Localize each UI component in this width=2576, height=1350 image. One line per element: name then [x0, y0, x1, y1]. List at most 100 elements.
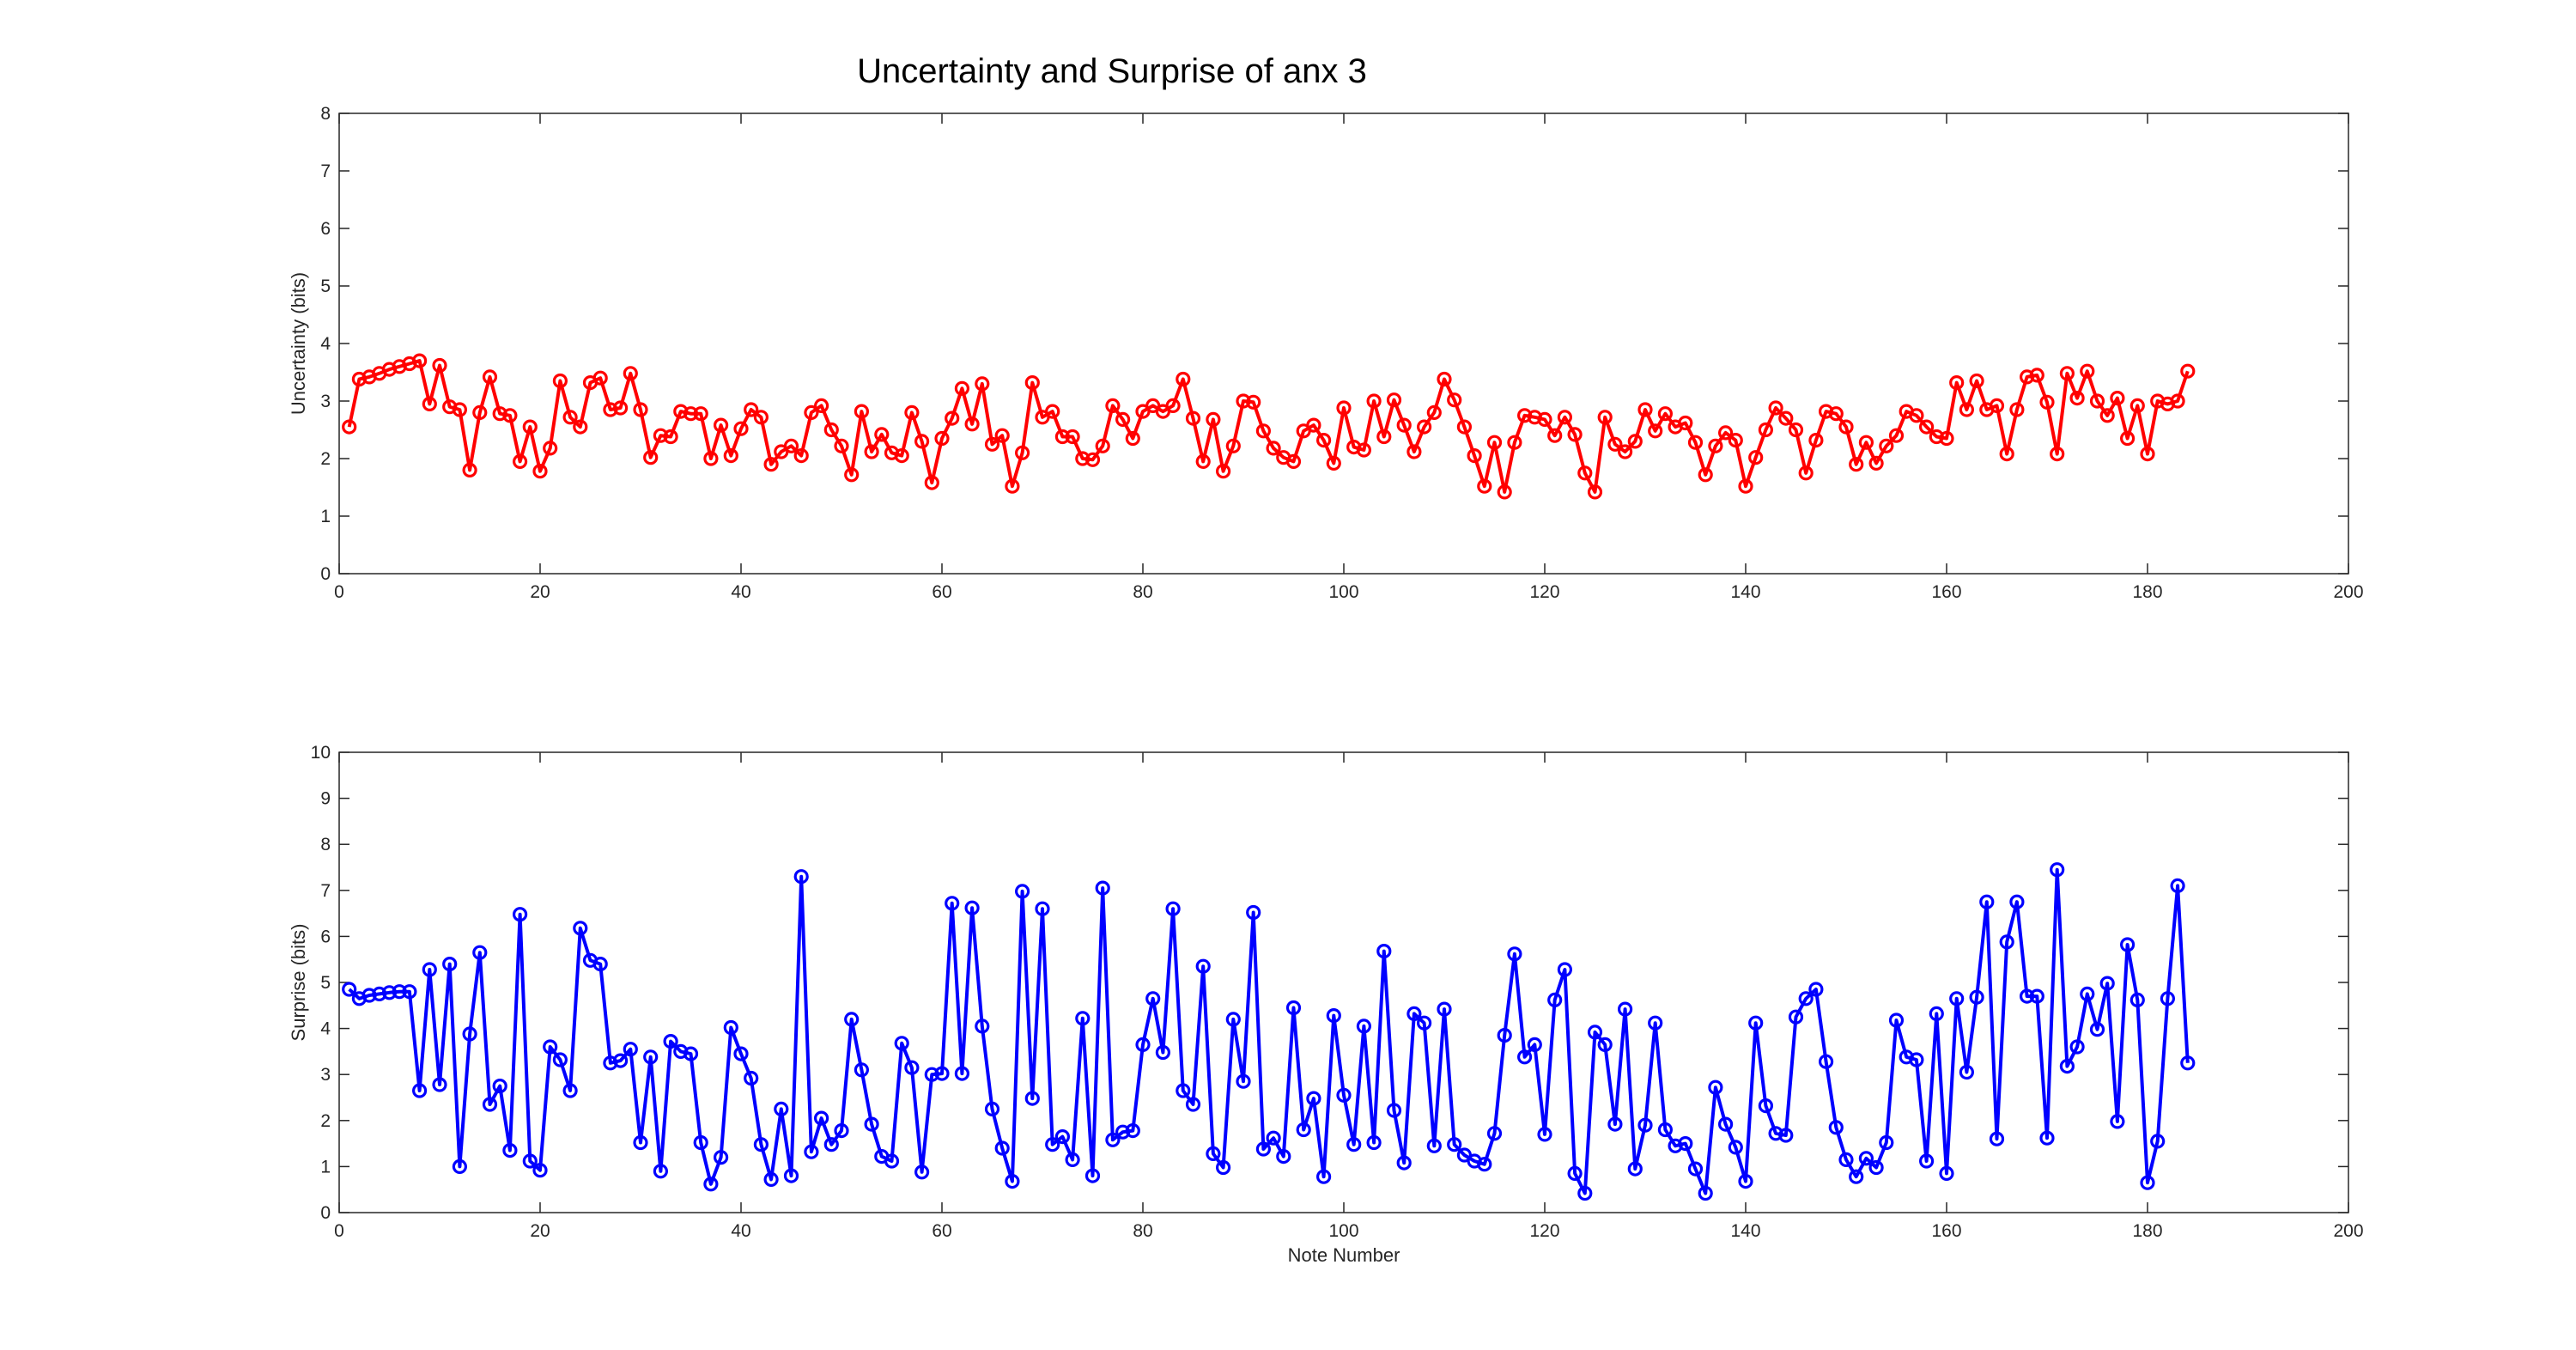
data-point: [612, 1053, 629, 1068]
data-point: [2009, 402, 2025, 417]
data-point: [1868, 1159, 1884, 1176]
data-point: [994, 1140, 1010, 1156]
data-point: [964, 900, 980, 915]
data-point: [442, 956, 458, 972]
data-point: [1567, 1165, 1583, 1182]
y-axis-label: Uncertainty (bits): [288, 272, 309, 415]
data-point: [763, 1171, 779, 1188]
y-tick-label: 6: [320, 219, 331, 239]
x-tick-label: 40: [731, 582, 750, 602]
data-point: [1246, 904, 1261, 921]
data-point: [1024, 375, 1040, 391]
data-point: [1678, 415, 1693, 431]
data-point: [1678, 1135, 1693, 1152]
data-point: [1185, 410, 1201, 426]
data-point: [412, 353, 428, 368]
data-point: [1738, 478, 1753, 494]
y-tick-label: 7: [320, 881, 331, 901]
data-point: [462, 462, 477, 478]
data-point: [924, 1067, 939, 1082]
data-point: [2150, 1134, 2166, 1149]
data-point: [1637, 1117, 1653, 1133]
data-point: [562, 1083, 578, 1098]
data-point: [2180, 1055, 2196, 1071]
data-point: [1236, 1073, 1251, 1089]
data-point: [351, 371, 367, 387]
data-point: [1939, 1165, 1954, 1182]
data-point: [1627, 434, 1643, 449]
data-point: [2129, 398, 2145, 413]
data-point: [1285, 1000, 1302, 1016]
data-point: [1657, 1122, 1674, 1138]
data-point: [1516, 408, 1533, 423]
y-tick-label: 8: [320, 104, 331, 124]
data-point: [1959, 1064, 1974, 1080]
data-point: [2050, 862, 2065, 878]
data-point: [914, 1165, 930, 1180]
data-point: [1296, 1122, 1311, 1138]
data-point: [894, 1036, 909, 1051]
data-point: [1225, 438, 1241, 453]
x-tick-label: 100: [1328, 582, 1358, 602]
data-point: [1687, 435, 1704, 450]
data-point: [372, 986, 387, 1002]
data-point: [1014, 445, 1030, 460]
data-point: [1547, 992, 1563, 1008]
data-point: [552, 373, 568, 389]
y-tick-label: 5: [320, 277, 331, 296]
data-point: [1959, 402, 1974, 417]
data-point: [1266, 441, 1281, 456]
data-point: [844, 467, 860, 483]
data-point: [1005, 478, 1020, 494]
data-point: [1396, 1155, 1412, 1171]
x-tick-label: 100: [1328, 1221, 1358, 1241]
data-point: [573, 419, 588, 435]
data-point: [1557, 410, 1573, 425]
data-point: [744, 402, 759, 417]
data-point: [1024, 1091, 1040, 1106]
data-point: [804, 404, 819, 420]
data-point: [2029, 368, 2044, 383]
data-point: [1798, 991, 1814, 1006]
data-point: [2170, 393, 2185, 409]
data-point: [502, 1142, 518, 1158]
data-point: [1356, 1019, 1372, 1034]
y-tick-label: 1: [320, 507, 331, 526]
data-point: [753, 410, 769, 425]
data-point: [543, 441, 558, 456]
data-point: [1105, 1132, 1121, 1147]
y-tick-label: 3: [320, 392, 331, 411]
data-point: [1657, 406, 1674, 422]
data-point: [1276, 1148, 1291, 1165]
data-point: [783, 438, 799, 453]
x-tick-label: 140: [1730, 582, 1760, 602]
data-point: [1315, 432, 1332, 448]
data-point: [1045, 1137, 1060, 1152]
data-point: [633, 1134, 648, 1151]
x-tick-label: 60: [932, 1221, 951, 1241]
data-point: [482, 369, 498, 385]
data-point: [502, 408, 518, 423]
data-point: [1888, 428, 1905, 443]
x-tick-label: 180: [2132, 1221, 2162, 1241]
data-point: [1698, 467, 1713, 483]
data-point: [1858, 1151, 1874, 1166]
data-point: [623, 366, 638, 381]
data-point: [813, 1110, 829, 1126]
data-point: [452, 402, 468, 417]
data-point: [2029, 988, 2044, 1004]
data-point: [1717, 1116, 1734, 1132]
data-point: [2039, 1130, 2055, 1146]
data-point: [482, 1097, 498, 1112]
data-point: [1386, 392, 1402, 408]
data-point: [422, 396, 437, 411]
y-tick-label: 2: [320, 1111, 331, 1131]
data-point: [1467, 447, 1482, 464]
data-point: [1648, 423, 1663, 439]
data-point: [723, 447, 738, 464]
y-tick-label: 1: [320, 1157, 331, 1177]
data-point: [774, 1101, 789, 1117]
data-point: [854, 1062, 870, 1078]
x-tick-label: 0: [334, 582, 344, 602]
data-point: [1266, 1130, 1281, 1146]
